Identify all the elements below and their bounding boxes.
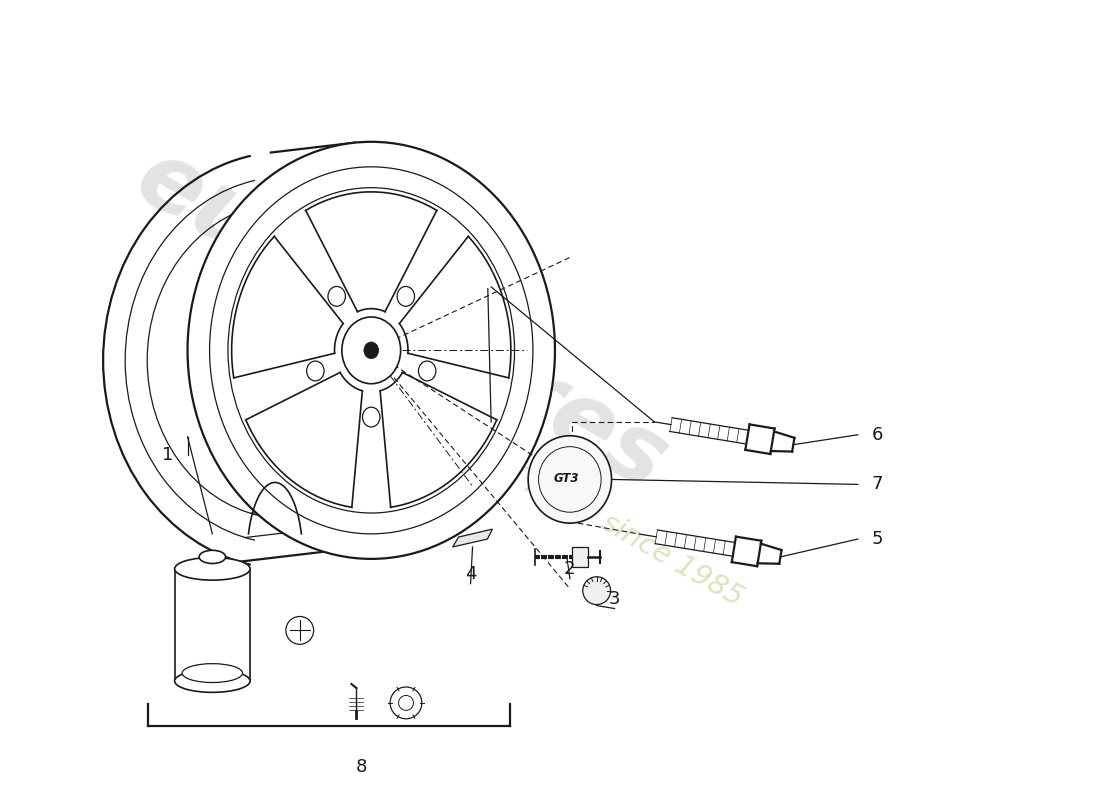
- Ellipse shape: [528, 436, 612, 523]
- Text: 4: 4: [465, 565, 476, 582]
- Ellipse shape: [286, 617, 313, 644]
- Ellipse shape: [398, 695, 414, 710]
- Ellipse shape: [183, 664, 243, 682]
- Ellipse shape: [363, 407, 379, 427]
- FancyBboxPatch shape: [572, 547, 587, 567]
- Text: 6: 6: [872, 426, 883, 444]
- Ellipse shape: [583, 577, 610, 605]
- Text: a passion for parts since 1985: a passion for parts since 1985: [352, 367, 748, 611]
- Ellipse shape: [175, 558, 250, 580]
- Ellipse shape: [199, 550, 226, 563]
- Text: 1: 1: [162, 446, 174, 464]
- Ellipse shape: [397, 286, 415, 306]
- Ellipse shape: [328, 286, 345, 306]
- Text: GT3: GT3: [553, 472, 579, 485]
- Text: 8: 8: [355, 758, 367, 777]
- Ellipse shape: [418, 361, 436, 381]
- Text: 3: 3: [608, 590, 620, 608]
- Polygon shape: [453, 529, 493, 547]
- Text: 5: 5: [872, 530, 883, 548]
- Ellipse shape: [390, 687, 422, 718]
- Text: eurospares: eurospares: [119, 131, 683, 510]
- Ellipse shape: [342, 317, 400, 384]
- Text: 2: 2: [564, 560, 575, 578]
- Ellipse shape: [187, 142, 556, 559]
- Ellipse shape: [175, 670, 250, 692]
- Ellipse shape: [307, 361, 324, 381]
- Ellipse shape: [364, 342, 378, 358]
- Text: 7: 7: [872, 475, 883, 494]
- Ellipse shape: [228, 188, 515, 513]
